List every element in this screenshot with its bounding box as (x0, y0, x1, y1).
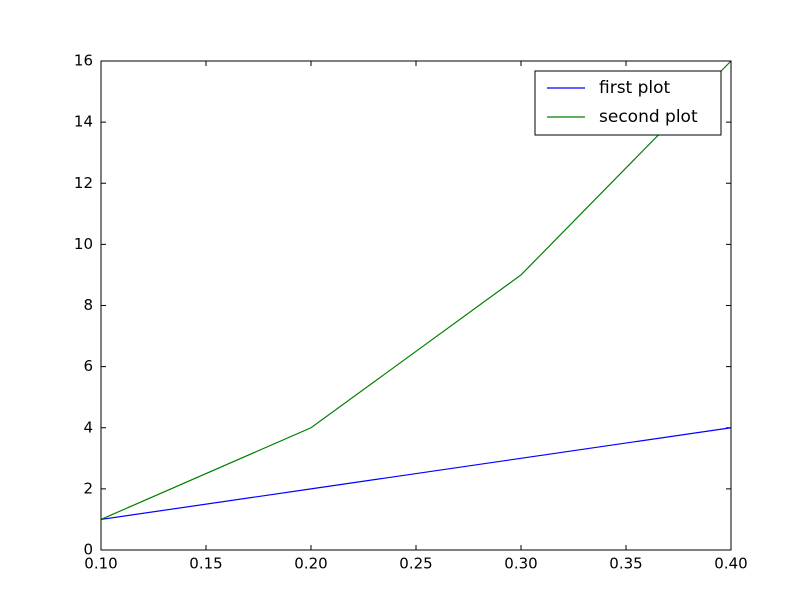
y-tick-label: 12 (74, 174, 93, 192)
x-tick-label: 0.20 (294, 555, 327, 573)
y-tick-label: 10 (74, 235, 93, 253)
line-series (100, 60, 732, 520)
legend-label: second plot (599, 107, 698, 127)
x-tick-label: 0.25 (399, 555, 432, 573)
y-tick-label: 6 (83, 357, 93, 375)
x-tick-label: 0.40 (714, 555, 747, 573)
y-tick-label: 16 (74, 52, 93, 70)
y-tick-label: 4 (83, 418, 93, 436)
x-tick-label: 0.35 (609, 555, 642, 573)
x-tick-label: 0.10 (84, 555, 117, 573)
plot-area (101, 61, 731, 550)
y-tick-label: 0 (83, 541, 93, 559)
line-series (100, 427, 732, 521)
x-tick-label: 0.30 (504, 555, 537, 573)
legend-box (534, 70, 722, 136)
legend: first plot second plot (534, 70, 722, 136)
y-tick-label: 8 (83, 296, 93, 314)
legend-label: first plot (599, 78, 671, 98)
y-tick-label: 14 (74, 113, 93, 131)
y-tick-label: 2 (83, 479, 93, 497)
axes-frame (100, 60, 732, 551)
x-tick-label: 0.15 (189, 555, 222, 573)
